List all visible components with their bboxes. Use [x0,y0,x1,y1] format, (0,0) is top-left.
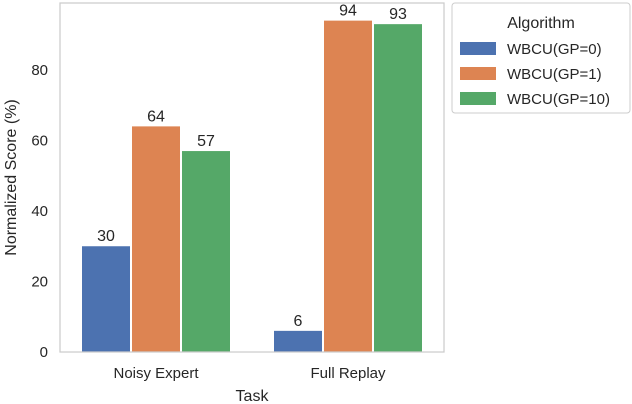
legend-item-label: WBCU(GP=0) [507,41,602,58]
bar [324,20,372,353]
y-tick-label: 80 [31,62,48,79]
y-tick-label: 40 [31,203,48,220]
bar [182,151,230,352]
data-label: 94 [339,3,357,20]
legend-swatch [460,92,496,105]
y-tick-label: 0 [40,344,48,361]
legend-item-label: WBCU(GP=10) [507,91,610,108]
legend-box [451,2,631,114]
y-tick-label: 60 [31,132,48,149]
data-label: 64 [147,108,165,125]
y-tick-label: 20 [31,273,48,290]
legend-item-label: WBCU(GP=1) [507,66,602,83]
bar [132,126,180,352]
bar [274,330,322,352]
x-ticks-group: Noisy Expert Full Replay [113,365,386,382]
y-axis-label: Normalized Score (%) [3,99,20,255]
legend-swatch [460,42,496,55]
plot-frame [59,2,445,353]
x-axis-label: Task [236,388,270,404]
bar [82,246,130,352]
legend-swatch [460,67,496,80]
legend-title: Algorithm [507,15,575,32]
legend-items: WBCU(GP=0) WBCU(GP=1) WBCU(GP=10) [460,41,610,108]
bar [374,24,422,352]
data-label: 6 [294,313,303,330]
data-label: 30 [97,228,115,245]
x-tick-label: Noisy Expert [113,365,199,382]
data-labels-group: 30 64 57 6 94 93 [97,3,407,330]
x-tick-label: Full Replay [310,365,386,382]
legend: Algorithm WBCU(GP=0) WBCU(GP=1) WBCU(GP=10… [451,2,631,114]
data-label: 93 [389,6,407,23]
y-ticks-group: 0 20 40 60 80 [31,62,48,361]
bars-group [82,20,422,353]
data-label: 57 [197,133,215,150]
